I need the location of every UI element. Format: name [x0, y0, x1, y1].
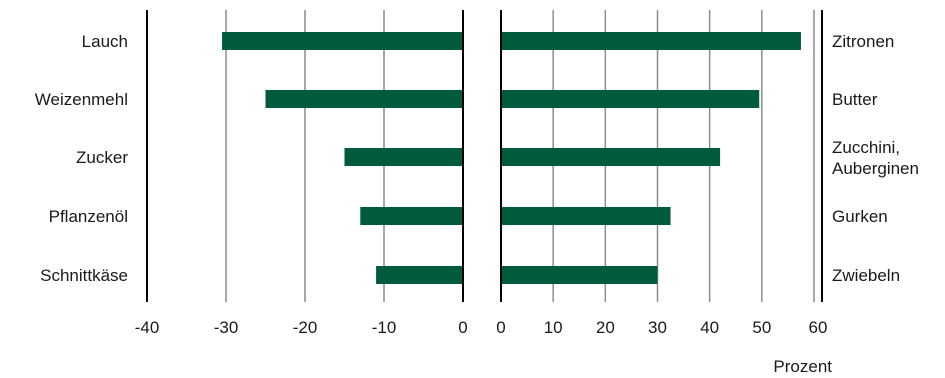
x-axis-unit-label: Prozent — [773, 357, 832, 376]
right-bar — [501, 266, 658, 284]
right-category-label: Zwiebeln — [832, 266, 900, 285]
left-tick-label: 0 — [458, 318, 467, 337]
right-tick-label: 60 — [809, 318, 828, 337]
right-tick-label: 50 — [752, 318, 771, 337]
right-tick-label: 10 — [544, 318, 563, 337]
right-bar — [501, 207, 671, 225]
right-category-label: Butter — [832, 90, 878, 109]
left-tick-label: -30 — [214, 318, 239, 337]
left-bar — [265, 90, 463, 108]
left-bar — [222, 32, 463, 50]
right-tick-label: 40 — [700, 318, 719, 337]
left-tick-label: -20 — [293, 318, 318, 337]
left-category-label: Weizenmehl — [35, 90, 128, 109]
right-panel: Zitronen Butter Zucchini, Auberginen Gurken Z… — [496, 10, 919, 337]
right-bar — [501, 32, 801, 50]
left-category-label: Pflanzenöl — [49, 207, 128, 226]
left-category-label: Lauch — [82, 32, 128, 51]
right-tick-label: 0 — [496, 318, 505, 337]
left-bar — [360, 207, 463, 225]
right-bar — [501, 148, 721, 166]
left-category-label: Schnittkäse — [40, 266, 128, 285]
right-tick-label: 30 — [648, 318, 667, 337]
left-bar — [376, 266, 463, 284]
left-bar — [344, 148, 463, 166]
left-tick-label: -40 — [135, 318, 160, 337]
right-category-label: Zucchini, Auberginen — [832, 138, 919, 178]
right-category-label: Gurken — [832, 207, 888, 226]
right-category-label: Zitronen — [832, 32, 894, 51]
left-category-label: Zucker — [76, 148, 128, 167]
right-tick-label: 20 — [596, 318, 615, 337]
left-panel: Lauch Weizenmehl Zucker Pflanzenöl Schnittkä… — [35, 10, 468, 337]
right-bar — [501, 90, 760, 108]
left-tick-label: -10 — [372, 318, 397, 337]
